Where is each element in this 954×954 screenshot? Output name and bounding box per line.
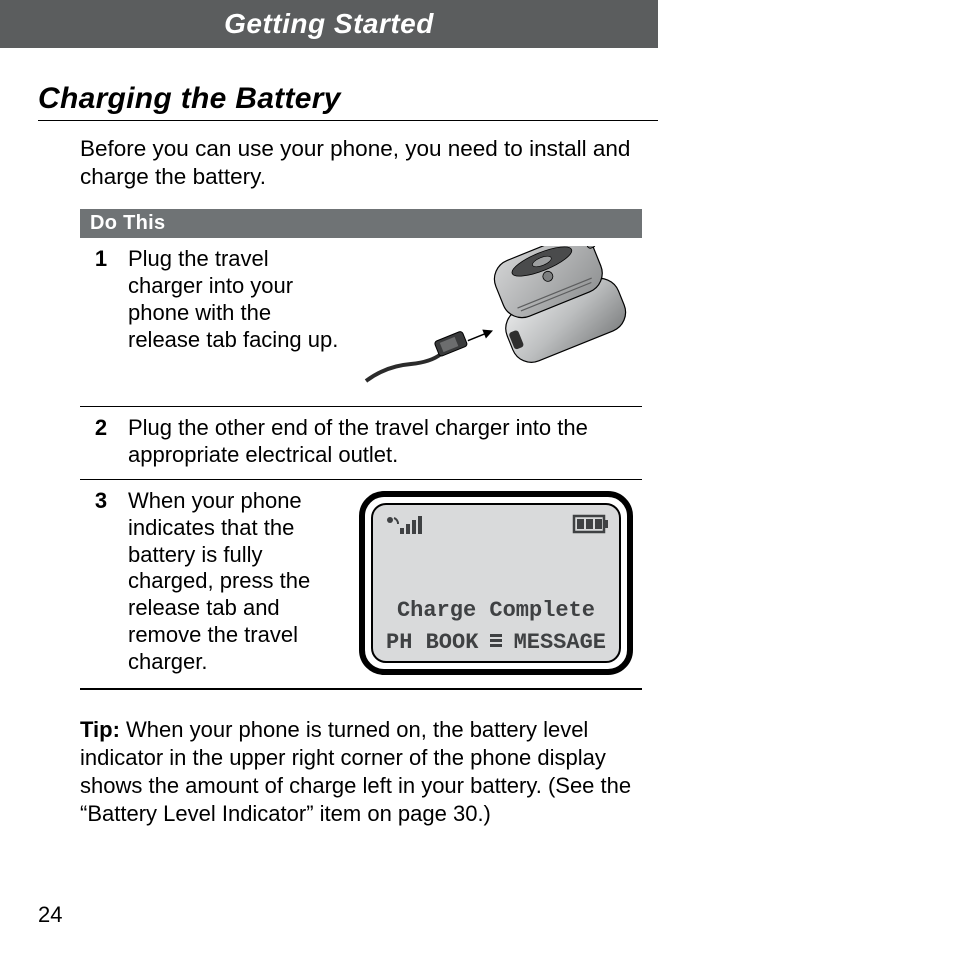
phone-display-icon: Charge Complete PH BOOK MESSAGE xyxy=(356,488,636,678)
tip-paragraph: Tip: When your phone is turned on, the b… xyxy=(80,716,642,829)
table-header-bar: Do This xyxy=(80,209,642,238)
chapter-title: Getting Started xyxy=(224,8,434,40)
menu-icon xyxy=(490,634,502,647)
table-row: 1 Plug the travel charger into your phon… xyxy=(80,238,642,407)
step-text: Plug the other end of the travel charger… xyxy=(122,407,642,480)
tip-label: Tip: xyxy=(80,717,120,742)
step-number: 1 xyxy=(80,238,122,407)
steps-table: 1 Plug the travel charger into your phon… xyxy=(80,238,642,690)
lcd-status-text: Charge Complete xyxy=(396,598,594,623)
intro-paragraph: Before you can use your phone, you need … xyxy=(80,135,642,191)
table-row: 2 Plug the other end of the travel charg… xyxy=(80,407,642,480)
body-column: Before you can use your phone, you need … xyxy=(80,135,642,829)
section-title: Charging the Battery xyxy=(38,82,658,116)
step-text: Plug the travel charger into your phone … xyxy=(122,238,349,407)
page-content: Charging the Battery Before you can use … xyxy=(38,82,658,851)
step-number: 2 xyxy=(80,407,122,480)
lcd-right-softkey: MESSAGE xyxy=(513,630,605,655)
section-rule xyxy=(38,120,658,121)
step-number: 3 xyxy=(80,479,122,689)
tip-text: When your phone is turned on, the batter… xyxy=(80,717,631,826)
step-text: When your phone indicates that the batte… xyxy=(122,479,349,689)
lcd-left-softkey: PH BOOK xyxy=(386,630,479,655)
manual-page: Getting Started Charging the Battery Bef… xyxy=(0,0,954,954)
phone-charger-icon xyxy=(356,246,636,396)
chapter-header-bar: Getting Started xyxy=(0,0,658,48)
step-illustration xyxy=(349,238,642,407)
table-row: 3 When your phone indicates that the bat… xyxy=(80,479,642,689)
page-number: 24 xyxy=(38,902,62,928)
step-illustration: Charge Complete PH BOOK MESSAGE xyxy=(349,479,642,689)
